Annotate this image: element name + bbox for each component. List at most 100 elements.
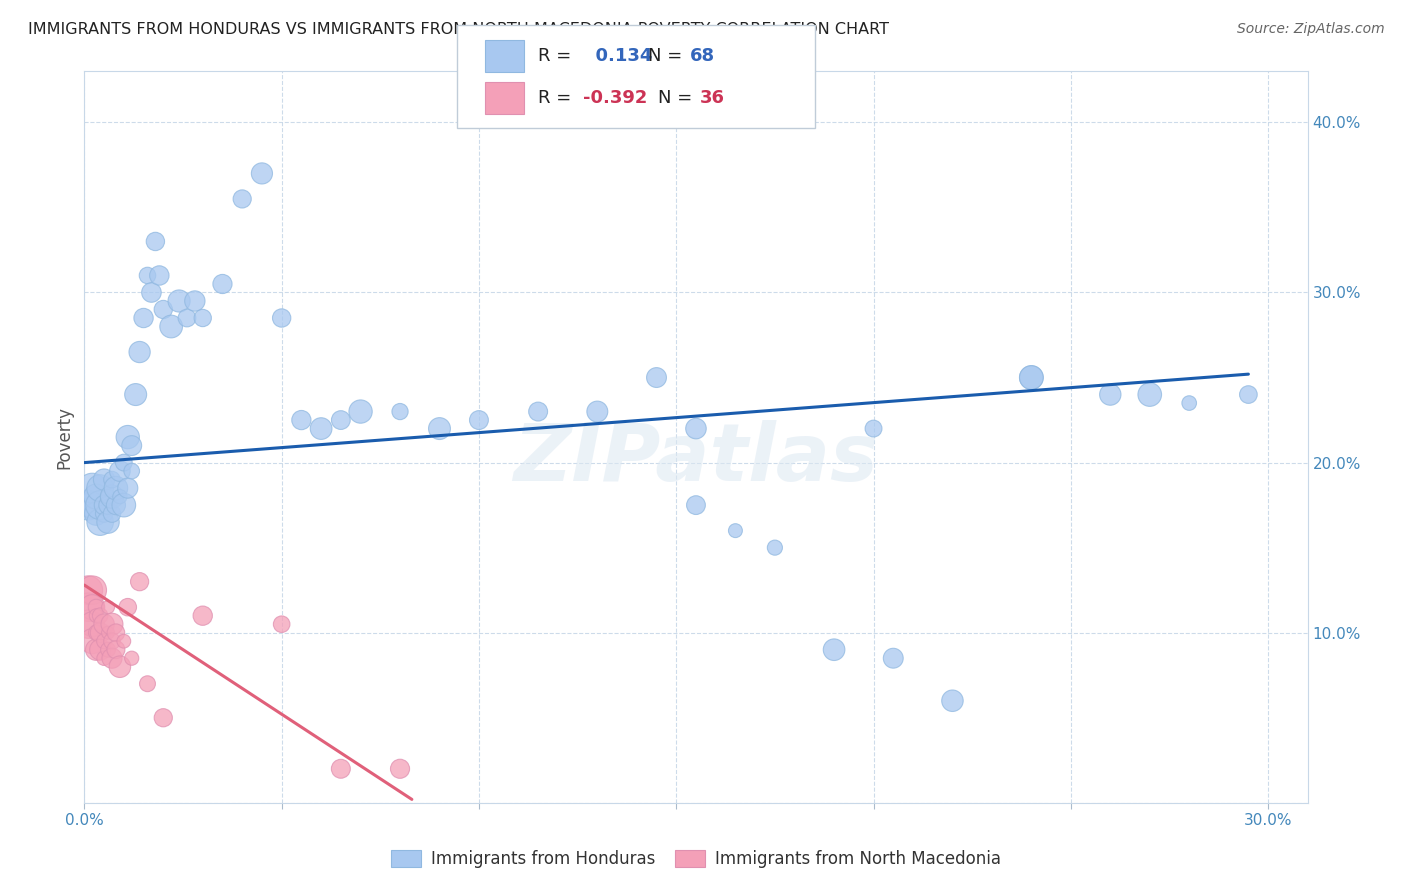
Point bbox=[136, 268, 159, 283]
Point bbox=[104, 642, 127, 657]
Point bbox=[84, 625, 107, 640]
Point bbox=[429, 421, 451, 435]
Point bbox=[724, 524, 747, 538]
Point bbox=[250, 166, 273, 180]
Point bbox=[89, 481, 111, 495]
Text: R =: R = bbox=[538, 89, 572, 107]
Point bbox=[1178, 396, 1201, 410]
Point bbox=[1237, 387, 1260, 401]
Point bbox=[152, 302, 174, 317]
Point bbox=[101, 651, 124, 665]
Point bbox=[645, 370, 668, 384]
Point bbox=[389, 404, 412, 418]
Point bbox=[84, 507, 107, 521]
Point bbox=[191, 311, 214, 326]
Point bbox=[108, 490, 131, 504]
Point bbox=[112, 634, 135, 648]
Point bbox=[1021, 370, 1043, 384]
Point bbox=[117, 600, 139, 615]
Point bbox=[101, 490, 124, 504]
Point bbox=[270, 617, 292, 632]
Point bbox=[97, 625, 120, 640]
Text: IMMIGRANTS FROM HONDURAS VS IMMIGRANTS FROM NORTH MACEDONIA POVERTY CORRELATION : IMMIGRANTS FROM HONDURAS VS IMMIGRANTS F… bbox=[28, 22, 889, 37]
Point bbox=[97, 498, 120, 512]
Point bbox=[93, 634, 115, 648]
Point bbox=[349, 404, 371, 418]
Point bbox=[101, 617, 124, 632]
Point bbox=[77, 600, 100, 615]
Point bbox=[104, 481, 127, 495]
Text: Source: ZipAtlas.com: Source: ZipAtlas.com bbox=[1237, 22, 1385, 37]
Point bbox=[136, 677, 159, 691]
Text: N =: N = bbox=[648, 47, 682, 65]
Point bbox=[84, 490, 107, 504]
Point bbox=[121, 651, 143, 665]
Point bbox=[231, 192, 253, 206]
Point bbox=[121, 464, 143, 478]
Point bbox=[97, 490, 120, 504]
Point bbox=[184, 293, 207, 308]
Point bbox=[82, 617, 104, 632]
Point bbox=[93, 617, 115, 632]
Point bbox=[104, 625, 127, 640]
Point bbox=[93, 651, 115, 665]
Point bbox=[82, 498, 104, 512]
Point bbox=[141, 285, 163, 300]
Point bbox=[82, 634, 104, 648]
Text: R =: R = bbox=[538, 47, 572, 65]
Point bbox=[862, 421, 884, 435]
Point bbox=[89, 608, 111, 623]
Point bbox=[93, 507, 115, 521]
Point bbox=[93, 498, 115, 512]
Point bbox=[176, 311, 198, 326]
Point bbox=[160, 319, 183, 334]
Point bbox=[329, 762, 352, 776]
Point bbox=[152, 711, 174, 725]
Point bbox=[132, 311, 155, 326]
Point bbox=[112, 498, 135, 512]
Point bbox=[685, 498, 707, 512]
Point bbox=[97, 600, 120, 615]
Point bbox=[1139, 387, 1161, 401]
Point bbox=[117, 481, 139, 495]
Point bbox=[82, 583, 104, 598]
Text: N =: N = bbox=[658, 89, 692, 107]
Point bbox=[101, 473, 124, 487]
Point bbox=[77, 498, 100, 512]
Point bbox=[145, 235, 167, 249]
Point bbox=[89, 515, 111, 529]
Point bbox=[148, 268, 170, 283]
Point bbox=[112, 456, 135, 470]
Point bbox=[882, 651, 904, 665]
Point bbox=[167, 293, 190, 308]
Point bbox=[77, 583, 100, 598]
Point bbox=[84, 608, 107, 623]
Text: -0.392: -0.392 bbox=[583, 89, 648, 107]
Point bbox=[93, 473, 115, 487]
Point bbox=[191, 608, 214, 623]
Point bbox=[84, 642, 107, 657]
Point bbox=[82, 600, 104, 615]
Point bbox=[329, 413, 352, 427]
Point bbox=[128, 574, 150, 589]
Y-axis label: Poverty: Poverty bbox=[55, 406, 73, 468]
Text: 36: 36 bbox=[700, 89, 725, 107]
Point bbox=[527, 404, 550, 418]
Point bbox=[89, 642, 111, 657]
Point bbox=[108, 659, 131, 673]
Legend: Immigrants from Honduras, Immigrants from North Macedonia: Immigrants from Honduras, Immigrants fro… bbox=[384, 844, 1008, 875]
Point bbox=[468, 413, 491, 427]
Text: 68: 68 bbox=[690, 47, 716, 65]
Point bbox=[77, 617, 100, 632]
Point bbox=[211, 277, 233, 291]
Point bbox=[586, 404, 609, 418]
Point bbox=[108, 464, 131, 478]
Point bbox=[763, 541, 786, 555]
Point bbox=[128, 345, 150, 359]
Point bbox=[1021, 370, 1043, 384]
Point bbox=[389, 762, 412, 776]
Point bbox=[101, 507, 124, 521]
Point bbox=[89, 498, 111, 512]
Text: 0.134: 0.134 bbox=[583, 47, 652, 65]
Point bbox=[97, 515, 120, 529]
